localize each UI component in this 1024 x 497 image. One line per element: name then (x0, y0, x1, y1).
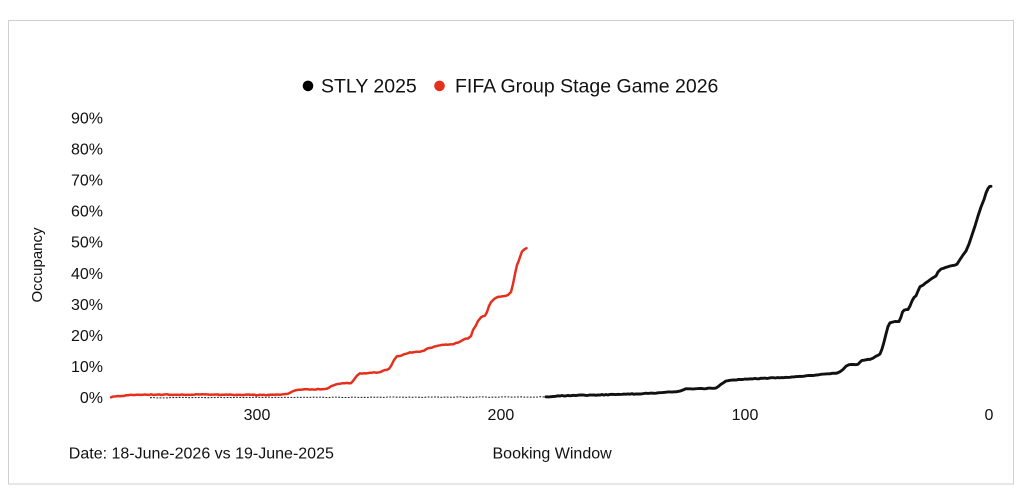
svg-text:30%: 30% (71, 297, 103, 314)
svg-text:60%: 60% (71, 204, 103, 221)
svg-text:FIFA Group Stage Game 2026: FIFA Group Stage Game 2026 (455, 75, 718, 97)
svg-text:10%: 10% (71, 359, 103, 376)
svg-text:70%: 70% (71, 173, 103, 190)
svg-text:40%: 40% (71, 266, 103, 283)
svg-text:Occupancy: Occupancy (29, 227, 46, 303)
svg-text:80%: 80% (71, 142, 103, 159)
svg-text:STLY 2025: STLY 2025 (321, 75, 417, 97)
svg-text:50%: 50% (71, 235, 103, 252)
svg-text:20%: 20% (71, 328, 103, 345)
svg-text:0: 0 (985, 407, 994, 424)
svg-text:90%: 90% (71, 111, 103, 128)
svg-text:100: 100 (732, 407, 759, 424)
svg-text:Booking Window: Booking Window (493, 446, 613, 463)
svg-text:200: 200 (488, 407, 515, 424)
svg-text:Date: 18-June-2026 vs 19-June-: Date: 18-June-2026 vs 19-June-2025 (69, 446, 334, 463)
svg-text:0%: 0% (80, 390, 103, 407)
svg-text:300: 300 (244, 407, 271, 424)
